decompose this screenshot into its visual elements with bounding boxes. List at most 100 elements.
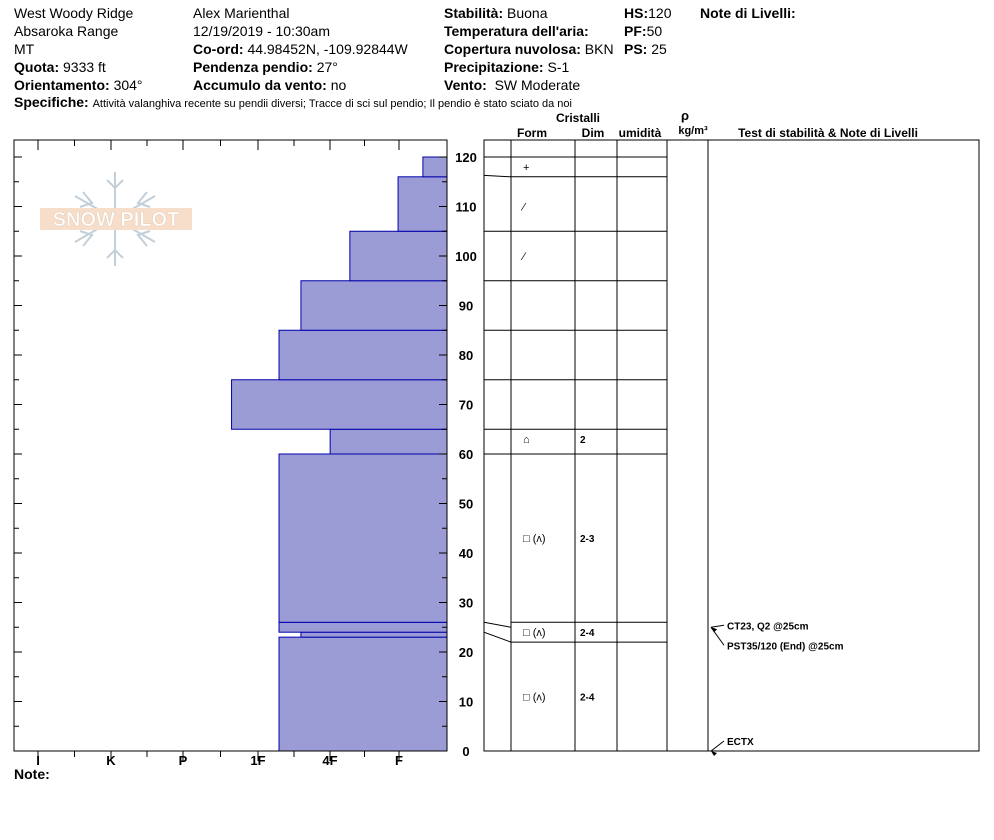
snowpilot-logo: SNOW PILOT [40, 172, 192, 266]
stability-test-label: CT23, Q2 @25cm [727, 621, 809, 632]
aspect-value: 304° [113, 77, 143, 93]
depth-tick-label: 40 [459, 546, 473, 561]
observer: Alex Marienthal [193, 5, 290, 21]
precipitation: Precipitazione: S-1 [444, 58, 569, 76]
sky-value: BKN [584, 41, 614, 57]
depth-tick-label: 80 [459, 348, 473, 363]
layer-size: 2-4 [580, 693, 595, 704]
layer-form: ⌂ [523, 434, 530, 446]
stability-value: Buona [507, 5, 548, 21]
hardness-bar [231, 379, 448, 430]
coords: Co-ord: 44.98452N, -109.92844W [193, 40, 408, 58]
logo-band [40, 208, 192, 230]
crystals-header: Cristalli [556, 111, 600, 125]
pf: PF:50 [624, 22, 662, 40]
stability-test-label: ECTX [727, 737, 754, 748]
hardness-bar [278, 621, 448, 633]
stability-test-arrow [710, 740, 725, 752]
size-header: Dim [582, 126, 605, 140]
hardness-bar [300, 280, 448, 331]
layer-boundaries [483, 156, 667, 643]
layer-connector [483, 621, 512, 628]
hardness-bar [278, 329, 448, 381]
layer-form: + [523, 162, 529, 174]
tests-header: Test di stabilità & Note di Livelli [738, 126, 918, 140]
layer-size: 2-3 [580, 534, 595, 545]
hardness-bar [329, 428, 448, 455]
hardness-tick-label: I [36, 753, 40, 768]
layer-size: 2 [580, 435, 586, 446]
wind-loading-label: Accumulo da vento: [193, 77, 327, 93]
elevation-value: 9333 ft [63, 59, 106, 75]
moisture-header: umidità [619, 126, 662, 140]
depth-tick-label: 60 [459, 447, 473, 462]
layer-form: □ (ʌ) [523, 627, 546, 639]
specifics-value: Attività valanghiva recente su pendii di… [92, 98, 572, 110]
wind-loading: Accumulo da vento: no [193, 76, 346, 94]
site-name: West Woody Ridge [14, 5, 134, 21]
elevation-label: Quota: [14, 59, 60, 75]
precip-label: Precipitazione: [444, 59, 544, 75]
wind-label: Vento: [444, 77, 487, 93]
note: Note: [14, 765, 50, 783]
wind-value: SW Moderate [494, 77, 581, 93]
depth-tick-label: 120 [455, 150, 477, 165]
stability-test-label: PST35/120 (End) @25cm [727, 641, 844, 652]
pf-value: 50 [646, 23, 663, 39]
layer-table-frame [483, 139, 980, 752]
depth-tick-label: 50 [459, 497, 473, 512]
depth-tick-label: 90 [459, 299, 473, 314]
range-name: Absaroka Range [14, 23, 119, 39]
stability-tests: CT23, Q2 @25cm PST35/120 (End) @25cm ECTX [710, 621, 844, 756]
hardness-bar [397, 176, 448, 232]
hardness-bar [278, 636, 448, 752]
sky-cover: Copertura nuvolosa: BKN [444, 40, 614, 58]
layer-notes-label: Note di Livelli: [700, 5, 796, 21]
air-temp-label: Temperatura dell'aria: [444, 23, 589, 39]
precip-value: S-1 [547, 59, 570, 75]
depth-axis: 0 10 20 30 40 50 60 70 80 90 100 110 120 [14, 150, 477, 759]
depth-tick-label: 100 [455, 249, 477, 264]
depth-tick-label: 110 [456, 200, 477, 215]
layer-notes-heading: Note di Livelli: [700, 4, 796, 22]
layer-size: 2-4 [580, 628, 595, 639]
hardness-bar [300, 631, 448, 638]
datetime: 12/19/2019 - 10:30am [193, 23, 330, 39]
stability-test-arrowhead [711, 627, 717, 633]
hardness-bar [278, 453, 448, 623]
specifics: Specifiche: Attività valanghiva recente … [14, 94, 572, 110]
hardness-axis: I K P 1F 4F F [36, 140, 403, 768]
ps-value: 25 [651, 41, 667, 57]
aspect-label: Orientamento: [14, 77, 110, 93]
stability-label: Stabilità: [444, 5, 504, 21]
slope-label: Pendenza pendio: [193, 59, 313, 75]
aspect: Orientamento: 304° [14, 76, 143, 94]
hardness-bar [349, 230, 448, 282]
pf-label: PF: [624, 23, 647, 39]
stability-test-arrowhead [711, 751, 717, 756]
slope-value: 27° [316, 59, 338, 75]
logo-text: SNOW PILOT [53, 209, 180, 231]
hardness-bar [422, 156, 448, 178]
hardness-bars [231, 156, 448, 752]
layer-connector [483, 631, 512, 643]
air-temp: Temperatura dell'aria: [444, 22, 589, 40]
hardness-tick-label: K [106, 753, 116, 768]
hardness-tick-label: 1F [250, 753, 265, 768]
hardness-tick-label: 4F [322, 753, 337, 768]
hs-label: HS: [624, 5, 649, 21]
hs: HS:120 [624, 4, 671, 22]
note-label: Note: [14, 766, 50, 782]
stability: Stabilità: Buona [444, 4, 548, 22]
hardness-tick-label: P [179, 753, 188, 768]
rho-header: ρ [681, 108, 689, 123]
coord-value: 44.98452N, -109.92844W [247, 41, 408, 57]
depth-tick-label: 70 [459, 398, 473, 413]
layer-connector [483, 174, 512, 178]
specifics-label: Specifiche: [14, 94, 89, 110]
layer-form: □ (ʌ) [523, 533, 546, 545]
depth-tick-label: 20 [459, 645, 473, 660]
state: MT [14, 41, 35, 57]
depth-tick-label: 0 [462, 744, 469, 759]
